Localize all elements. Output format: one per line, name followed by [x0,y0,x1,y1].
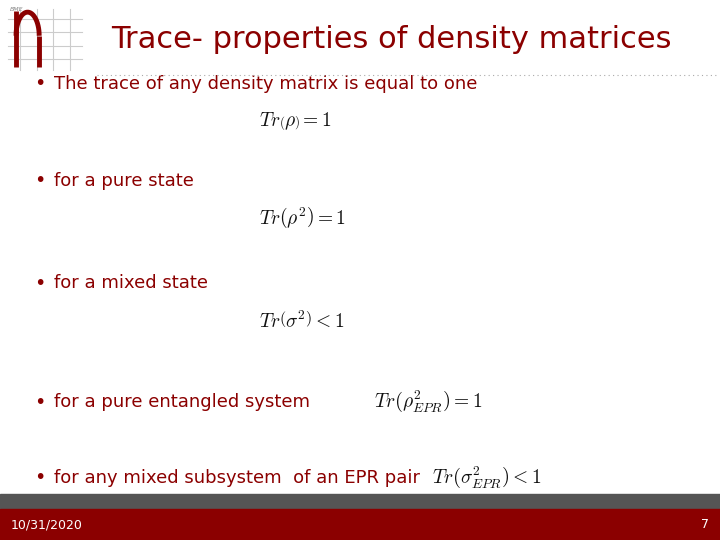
Text: •: • [35,74,46,93]
Text: The trace of any density matrix is equal to one: The trace of any density matrix is equal… [54,75,477,93]
Text: $Tr\left(\rho\right)=1$: $Tr\left(\rho\right)=1$ [259,111,332,132]
Text: for any mixed subsystem  of an EPR pair: for any mixed subsystem of an EPR pair [54,469,420,487]
Text: for a pure entangled system: for a pure entangled system [54,393,310,411]
Text: $Tr\left(\sigma^2\right)<1$: $Tr\left(\sigma^2\right)<1$ [259,310,344,332]
Bar [0,494,720,510]
Text: 7: 7 [701,518,709,531]
Text: Trace- properties of density matrices: Trace- properties of density matrices [112,25,672,55]
Text: $Tr\left(\sigma_{EPR}^{2}\right)<1$: $Tr\left(\sigma_{EPR}^{2}\right)<1$ [432,465,541,491]
Text: 10/31/2020: 10/31/2020 [11,518,83,531]
Text: BME: BME [10,8,24,12]
Text: •: • [35,393,46,412]
Text: •: • [35,274,46,293]
Text: $Tr\left(\rho_{EPR}^{2}\right)=1$: $Tr\left(\rho_{EPR}^{2}\right)=1$ [374,389,483,415]
Text: $Tr\left(\rho^2\right)=1$: $Tr\left(\rho^2\right)=1$ [259,206,346,231]
Text: •: • [35,468,46,488]
Text: for a mixed state: for a mixed state [54,274,208,293]
Bar [0,509,720,540]
Text: for a pure state: for a pure state [54,172,194,190]
Text: •: • [35,171,46,191]
